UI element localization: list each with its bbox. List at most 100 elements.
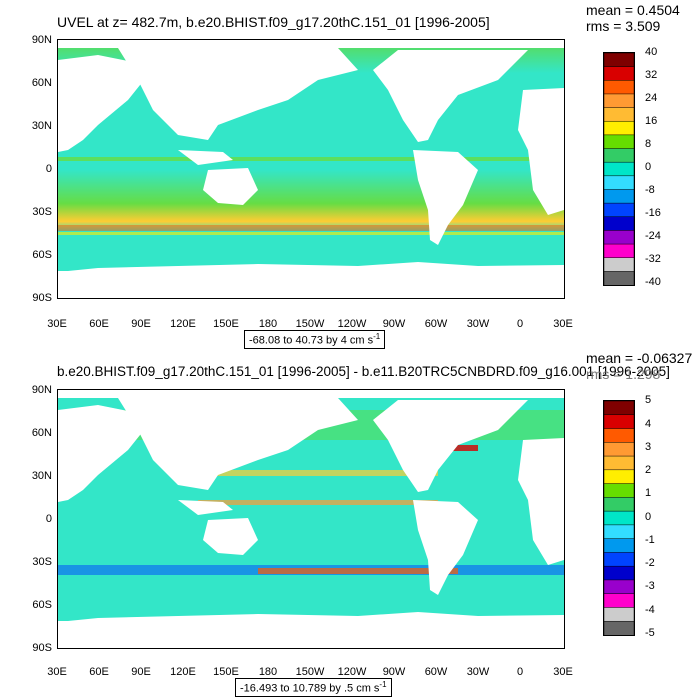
colorbar-label: -8 [645,184,655,196]
lon-tick-label: 120E [170,318,196,330]
panel-title: UVEL at z= 482.7m, b.e20.BHIST.f09_g17.2… [57,14,490,30]
colorbar-label: 0 [645,511,652,523]
colorbar-swatch [603,455,635,471]
colorbar-swatch [603,483,635,499]
colorbar-label: -40 [645,276,661,288]
colorbar-swatch [603,428,635,444]
colorbar-label: -5 [645,627,655,639]
colorbar-swatch [603,593,635,609]
colorbar-swatch [603,120,635,136]
lon-tick-label: 30E [47,318,67,330]
lon-tick-label: 60E [89,318,109,330]
lon-tick-label: 90W [382,318,406,330]
lon-tick-label: 120W [337,666,367,678]
colorbar-swatch [603,80,635,95]
land-masses [58,390,564,648]
rms-value: rms = 3.509 [586,18,661,34]
colorbar-swatch [603,271,635,286]
colorbar-label: -3 [645,580,655,592]
lat-tick-label: 90N [31,34,52,46]
colorbar-swatch [603,442,635,457]
lat-tick-label: 60S [32,599,52,611]
lat-tick-label: 60S [32,249,52,261]
stats-block: mean = 0.4504 rms = 3.509 [586,2,680,34]
lon-tick-label: 30E [47,666,67,678]
colorbar-label: 16 [645,115,658,127]
colorbar-swatch [603,524,635,540]
lon-tick-label: 120E [170,666,196,678]
map-plot [57,389,565,649]
colorbar-swatch [603,257,635,273]
colorbar-swatch [603,230,635,245]
colorbar-swatch [603,148,635,163]
lon-tick-label: 30E [553,666,573,678]
contour-range-label: -68.08 to 40.73 by 4 cm s-1 [244,330,386,349]
colorbar-swatch [603,538,635,554]
colorbar-swatch [603,620,635,636]
lon-tick-label: 90W [382,666,406,678]
lon-tick-label: 0 [516,318,524,330]
colorbar-label: 5 [645,394,652,406]
lon-tick-label: 150E [213,318,239,330]
lon-tick-label: 180 [258,318,278,330]
colorbar-swatch [603,579,635,595]
contour-range-label: -16.493 to 10.789 by .5 cm s-1 [235,678,392,697]
colorbar-label: 24 [645,92,658,104]
southern-band-2 [58,232,564,235]
colorbar [603,52,635,286]
colorbar [603,400,635,636]
southern-band-2 [258,568,458,574]
lat-tick-label: 30N [31,120,52,132]
lon-tick-label: 180 [258,666,278,678]
panel-top: UVEL at z= 482.7m, b.e20.BHIST.f09_g17.2… [31,2,680,349]
colorbar-swatch [603,216,635,232]
colorbar-label: -2 [645,557,655,569]
land-masses [58,40,564,298]
mean-value: mean = -0.06327 [586,350,693,366]
lon-tick-label: 90E [131,318,151,330]
colorbar-swatch [603,497,635,512]
colorbar-swatch [603,93,635,109]
lon-tick-label: 0 [516,666,524,678]
lon-tick-label: 30W [466,318,490,330]
colorbar-swatch [603,243,635,259]
colorbar-swatch [603,189,635,204]
equatorial-band [198,470,438,476]
colorbar-label: 3 [645,441,652,453]
lon-tick-label: 30W [466,666,490,678]
map-svg [58,390,564,648]
lon-tick-label: 90E [131,666,151,678]
colorbar-swatch [603,107,635,122]
colorbar-svg [603,400,635,636]
lat-tick-label: 60N [31,427,52,439]
colorbar-label: 32 [645,69,658,81]
colorbar-swatch [603,552,635,567]
lon-tick-label: 150W [295,318,325,330]
lon-tick-label: 60W [424,318,448,330]
panel-bottom: b.e20.BHIST.f09_g17.20thC.151_01 [1996-2… [0,350,700,700]
colorbar-label: -4 [645,604,655,616]
map-plot [57,39,565,299]
lat-tick-label: 30S [32,206,52,218]
colorbar-label: -16 [645,207,661,219]
lon-tick-label: 60E [89,666,109,678]
lat-tick-label: 0 [45,163,52,175]
colorbar-label: -24 [645,230,661,242]
equatorial-band [58,157,564,161]
lat-tick-label: 30S [32,556,52,568]
colorbar-label: 1 [645,487,652,499]
lon-tick-label: 150E [213,666,239,678]
colorbar-swatch [603,510,635,526]
lat-tick-label: 30N [31,470,52,482]
colorbar-swatch [603,161,635,177]
lon-tick-label: 120W [337,318,367,330]
colorbar-label: 0 [645,161,652,173]
colorbar-swatch [603,52,635,68]
lon-tick-label: 60W [424,666,448,678]
lat-tick-label: 90N [31,384,52,396]
lat-tick-label: 60N [31,77,52,89]
colorbar-swatch [603,202,635,218]
mean-value: mean = 0.4504 [586,2,680,18]
rms-value: rms = 1.298 [586,366,661,382]
colorbar-label: 40 [645,46,658,58]
